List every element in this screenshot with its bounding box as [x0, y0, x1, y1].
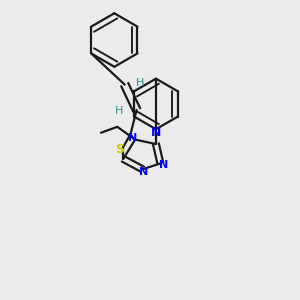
Text: N: N	[140, 167, 149, 177]
Text: N: N	[159, 160, 168, 170]
Text: H: H	[136, 78, 145, 88]
Text: S: S	[115, 143, 124, 156]
Text: H: H	[115, 106, 123, 116]
Text: N: N	[151, 126, 161, 139]
Text: N: N	[128, 133, 138, 142]
